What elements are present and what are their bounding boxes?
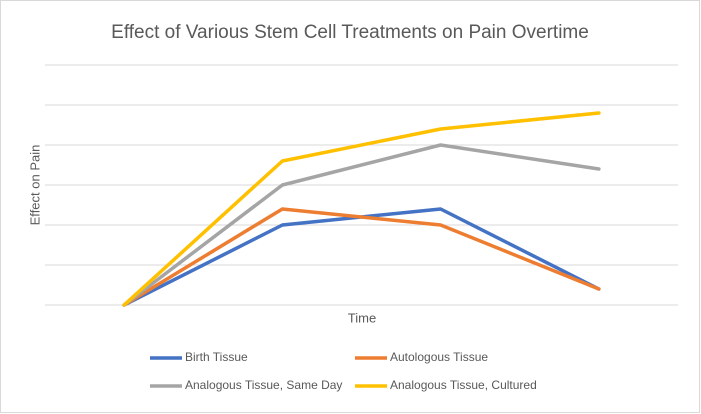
- legend-label: Autologous Tissue: [390, 350, 488, 364]
- x-axis-label: Time: [348, 310, 376, 325]
- legend-label: Analogous Tissue, Cultured: [390, 378, 537, 392]
- legend-label: Analogous Tissue, Same Day: [185, 378, 342, 392]
- chart-title: Effect of Various Stem Cell Treatments o…: [111, 22, 589, 43]
- y-axis-label: Effect on Pain: [27, 145, 42, 226]
- series-line: [122, 111, 601, 307]
- series-line: [122, 207, 601, 307]
- legend-label: Birth Tissue: [185, 350, 248, 364]
- series-line: [122, 143, 601, 307]
